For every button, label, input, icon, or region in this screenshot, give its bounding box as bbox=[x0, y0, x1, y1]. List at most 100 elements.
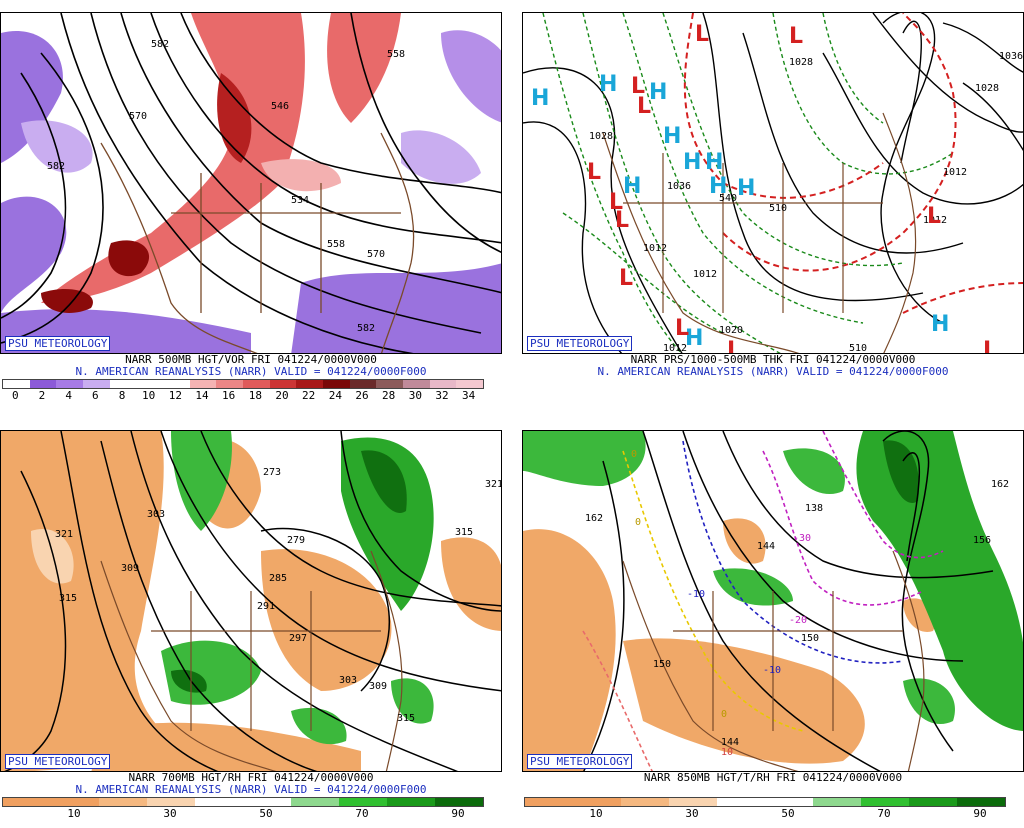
colorbar-tick-label: 12 bbox=[168, 389, 182, 402]
colorbar bbox=[524, 797, 1006, 807]
contour-label: 150 bbox=[653, 659, 671, 670]
colorbar-ticks: 10 30 50 70 90 bbox=[524, 807, 1004, 820]
colorbar-tick-label: 22 bbox=[302, 389, 316, 402]
colorbar-tick-label: 30 bbox=[685, 807, 699, 820]
colorbar-swatch bbox=[669, 798, 717, 806]
colorbar-swatch bbox=[3, 380, 30, 388]
colorbar-swatch bbox=[813, 798, 861, 806]
colorbar-swatch bbox=[376, 380, 404, 388]
contour-label: 321 bbox=[55, 529, 73, 540]
colorbar-swatch bbox=[296, 380, 324, 388]
contour-label: 1036 bbox=[999, 51, 1023, 62]
contour-label: 138 bbox=[805, 503, 823, 514]
colorbar-tick-label: 32 bbox=[435, 389, 449, 402]
map-850mb-graphic: 162 138 144 150 156 162 150 144 0 0 -10 … bbox=[523, 431, 1023, 771]
colorbar-tick-label: 50 bbox=[259, 807, 273, 820]
colorbar-swatch bbox=[435, 798, 483, 806]
map-subcaption: N. AMERICAN REANALYSIS (NARR) VALID = 04… bbox=[597, 365, 949, 378]
source-badge: PSU METEOROLOGY bbox=[5, 754, 111, 769]
temperature-label: 10 bbox=[721, 747, 733, 758]
contour-label: 309 bbox=[121, 563, 139, 574]
temperature-label: 0 bbox=[631, 449, 637, 460]
contour-label: 315 bbox=[455, 527, 473, 538]
contour-label: 1020 bbox=[719, 325, 743, 336]
colorbar-swatch bbox=[216, 380, 244, 388]
contour-label: 534 bbox=[291, 195, 309, 206]
contour-label: 582 bbox=[357, 323, 375, 334]
high-pressure-marker: H bbox=[663, 124, 681, 149]
contour-label: 540 bbox=[719, 193, 737, 204]
colorbar-tick-label: 2 bbox=[38, 389, 46, 402]
colorbar-swatch bbox=[109, 380, 137, 388]
colorbar-swatch bbox=[147, 798, 195, 806]
colorbar bbox=[2, 379, 484, 389]
colorbar-tick-label: 70 bbox=[355, 807, 369, 820]
colorbar-swatch bbox=[189, 380, 217, 388]
map-pressure: 1028 1028 1036 1028 1036 1012 1020 1012 … bbox=[522, 12, 1024, 354]
temperature-label: -20 bbox=[789, 615, 807, 626]
colorbar-swatch bbox=[621, 798, 669, 806]
source-badge: PSU METEOROLOGY bbox=[5, 336, 111, 351]
colorbar-tick-label: 30 bbox=[408, 389, 422, 402]
colorbar-swatch bbox=[3, 798, 51, 806]
map-subcaption: N. AMERICAN REANALYSIS (NARR) VALID = 04… bbox=[75, 783, 427, 796]
colorbar-swatch bbox=[429, 380, 457, 388]
temperature-label: 0 bbox=[635, 517, 641, 528]
contour-label: 291 bbox=[257, 601, 275, 612]
contour-label: 1028 bbox=[789, 57, 813, 68]
low-pressure-marker: L bbox=[983, 338, 997, 354]
contour-label: 1028 bbox=[975, 83, 999, 94]
temperature-label: -30 bbox=[793, 533, 811, 544]
colorbar-tick-label: 10 bbox=[67, 807, 81, 820]
contour-label: 315 bbox=[397, 713, 415, 724]
contour-label: 315 bbox=[59, 593, 77, 604]
colorbar-tick-label: 16 bbox=[222, 389, 236, 402]
contour-label: 279 bbox=[287, 535, 305, 546]
contour-label: 570 bbox=[367, 249, 385, 260]
colorbar-swatch bbox=[51, 798, 99, 806]
contour-label: 558 bbox=[387, 49, 405, 60]
map-700mb: 273 279 285 291 297 303 309 315 321 303 … bbox=[0, 430, 502, 772]
contour-label: 510 bbox=[769, 203, 787, 214]
contour-label: 582 bbox=[151, 39, 169, 50]
colorbar-tick-label: 4 bbox=[65, 389, 72, 402]
high-pressure-marker: H bbox=[931, 312, 949, 337]
low-pressure-marker: L bbox=[631, 74, 645, 99]
high-pressure-marker: H bbox=[623, 174, 641, 199]
colorbar-swatch bbox=[83, 380, 110, 388]
colorbar-tick-label: 90 bbox=[973, 807, 987, 820]
colorbar-tick-label: 24 bbox=[328, 389, 342, 402]
colorbar-tick-label: 26 bbox=[355, 389, 369, 402]
colorbar-swatch bbox=[765, 798, 813, 806]
panel-850mb-temp-rh: 162 138 144 150 156 162 150 144 0 0 -10 … bbox=[522, 418, 1024, 828]
map-700mb-graphic: 273 279 285 291 297 303 309 315 321 303 … bbox=[1, 431, 501, 771]
high-pressure-marker: H bbox=[709, 174, 727, 199]
colorbar-tick-label: 14 bbox=[195, 389, 209, 402]
contour-label: 144 bbox=[721, 737, 739, 748]
contour-label: 144 bbox=[757, 541, 775, 552]
temperature-label: -10 bbox=[687, 589, 705, 600]
colorbar-swatch bbox=[195, 798, 243, 806]
colorbar-tick-label: 18 bbox=[248, 389, 262, 402]
low-pressure-marker: L bbox=[727, 338, 741, 354]
low-pressure-marker: L bbox=[609, 190, 623, 215]
contour-label: 273 bbox=[263, 467, 281, 478]
contour-label: 1036 bbox=[667, 181, 691, 192]
contour-label: 570 bbox=[129, 111, 147, 122]
contour-label: 1012 bbox=[923, 215, 947, 226]
colorbar-swatch bbox=[387, 798, 435, 806]
colorbar-tick-label: 8 bbox=[118, 389, 126, 402]
temperature-label: 0 bbox=[721, 709, 727, 720]
temperature-label: -10 bbox=[763, 665, 781, 676]
colorbar-tick-label: 50 bbox=[781, 807, 795, 820]
colorbar-swatch bbox=[269, 380, 297, 388]
contour-label: 1012 bbox=[643, 243, 667, 254]
colorbar-tick-label: 0 bbox=[12, 389, 19, 402]
colorbar-swatch bbox=[861, 798, 909, 806]
contour-label: 162 bbox=[991, 479, 1009, 490]
colorbar-swatch bbox=[163, 380, 190, 388]
colorbar-tick-label: 28 bbox=[382, 389, 396, 402]
colorbar-swatch bbox=[909, 798, 957, 806]
colorbar-swatch bbox=[339, 798, 387, 806]
low-pressure-marker: L bbox=[615, 208, 629, 233]
